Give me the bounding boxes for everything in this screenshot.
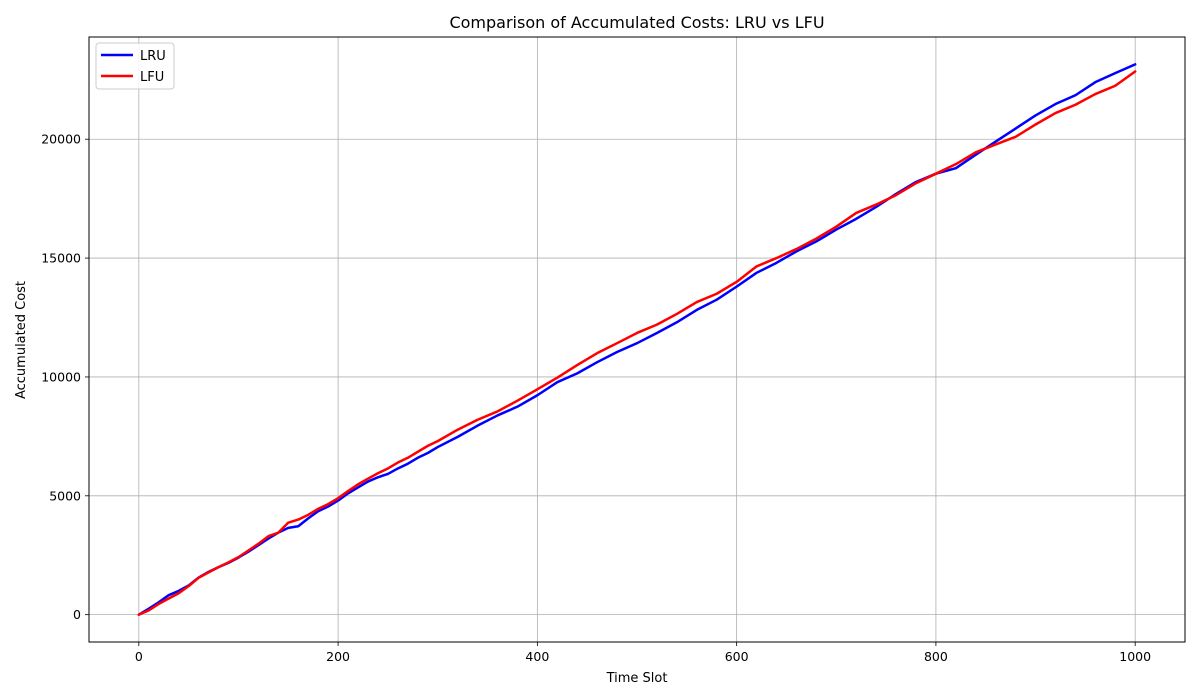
legend-label-lfu: LFU	[140, 70, 164, 85]
legend: LRU LFU	[95, 42, 175, 90]
legend-label-lru: LRU	[140, 49, 166, 64]
series-lines	[137, 63, 1137, 616]
y-tick-label: 5000	[49, 488, 81, 503]
x-axis-label: Time Slot	[606, 671, 668, 686]
y-axis-ticks: 0 5000 10000 15000 20000	[41, 132, 89, 622]
x-tick-label: 800	[924, 649, 948, 664]
y-axis-label: Accumulated Cost	[14, 281, 29, 399]
x-tick-label: 0	[135, 649, 143, 664]
y-tick-label: 15000	[41, 251, 81, 266]
x-tick-label: 1000	[1119, 649, 1151, 664]
series-line-lfu	[137, 70, 1137, 616]
x-tick-label: 200	[326, 649, 350, 664]
grid-lines	[89, 37, 1185, 642]
x-tick-label: 600	[725, 649, 749, 664]
x-axis-ticks: 0 200 400 600 800 1000	[135, 642, 1151, 664]
plot-area-frame	[88, 36, 1186, 643]
x-tick-label: 400	[525, 649, 549, 664]
y-tick-label: 0	[73, 607, 81, 622]
y-tick-label: 20000	[41, 132, 81, 147]
y-tick-label: 10000	[41, 369, 81, 384]
chart-title: Comparison of Accumulated Costs: LRU vs …	[449, 13, 824, 32]
